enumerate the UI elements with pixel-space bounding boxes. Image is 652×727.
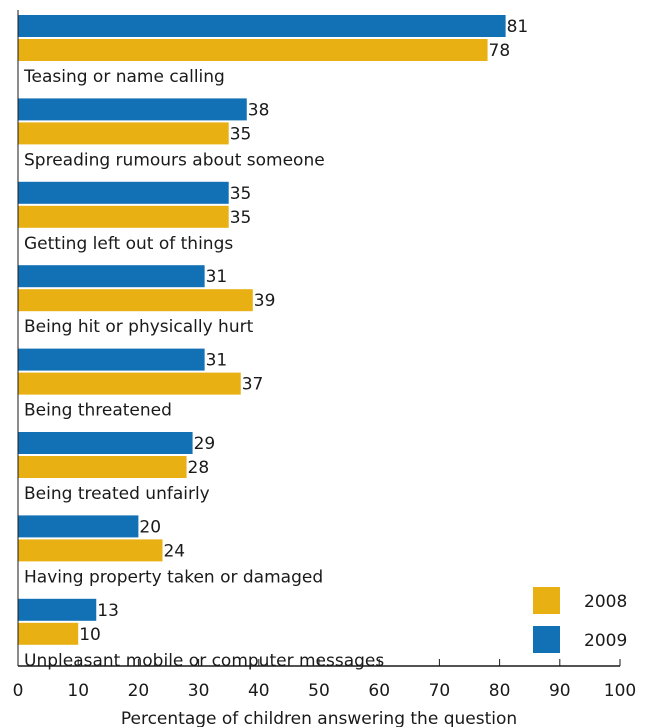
bar-2009-2 bbox=[18, 98, 247, 121]
data-label-2009-3: 35 bbox=[230, 184, 252, 204]
bar-2009-3 bbox=[18, 181, 229, 204]
bar-2009-8 bbox=[18, 598, 97, 621]
legend-label-2008: 2008 bbox=[584, 592, 627, 612]
category-label-7: Having property taken or damaged bbox=[24, 567, 323, 587]
x-tick-label-100: 100 bbox=[604, 681, 636, 701]
data-label-2008-6: 28 bbox=[188, 458, 210, 478]
x-tick-label-50: 50 bbox=[308, 681, 330, 701]
category-label-5: Being threatened bbox=[24, 401, 172, 421]
x-tick-label-10: 10 bbox=[67, 681, 89, 701]
bar-2008-8 bbox=[18, 622, 79, 645]
data-label-2009-2: 38 bbox=[248, 100, 270, 120]
category-label-4: Being hit or physically hurt bbox=[24, 317, 254, 337]
x-tick-label-60: 60 bbox=[368, 681, 390, 701]
data-label-2009-8: 13 bbox=[97, 601, 119, 621]
bar-2008-3 bbox=[18, 205, 229, 228]
data-label-2008-3: 35 bbox=[230, 208, 252, 228]
data-label-2008-7: 24 bbox=[163, 541, 185, 561]
bar-2009-7 bbox=[18, 515, 139, 538]
data-label-2008-1: 78 bbox=[489, 41, 511, 61]
data-label-2009-7: 20 bbox=[139, 517, 161, 537]
bar-2009-1 bbox=[18, 15, 506, 37]
bar-2008-4 bbox=[18, 289, 253, 312]
data-label-2009-1: 81 bbox=[507, 17, 529, 37]
x-tick-label-0: 0 bbox=[13, 681, 24, 701]
legend-swatch-2008 bbox=[533, 587, 560, 614]
x-tick-label-90: 90 bbox=[549, 681, 571, 701]
bar-2009-4 bbox=[18, 265, 205, 288]
x-tick-label-80: 80 bbox=[489, 681, 511, 701]
data-label-2009-6: 29 bbox=[194, 434, 216, 454]
legend-label-2009: 2009 bbox=[584, 631, 627, 651]
bar-2008-5 bbox=[18, 372, 241, 395]
category-label-2: Spreading rumours about someone bbox=[24, 150, 325, 170]
category-label-1: Teasing or name calling bbox=[23, 67, 225, 87]
category-label-3: Getting left out of things bbox=[24, 234, 233, 254]
bar-2008-1 bbox=[18, 39, 488, 61]
legend-swatch-2009 bbox=[533, 626, 560, 653]
labels-layer: 81 78 Teasing or name calling 38 35 Spreading… bbox=[23, 17, 528, 671]
bar-2009-6 bbox=[18, 432, 193, 454]
bars-layer bbox=[18, 15, 506, 645]
bar-2008-6 bbox=[18, 456, 187, 478]
data-label-2008-5: 37 bbox=[242, 375, 264, 395]
x-tick-label-40: 40 bbox=[248, 681, 270, 701]
x-axis-title: Percentage of children answering the que… bbox=[121, 709, 517, 727]
data-label-2008-2: 35 bbox=[230, 124, 252, 144]
bar-2008-2 bbox=[18, 122, 229, 145]
category-label-6: Being treated unfairly bbox=[24, 484, 210, 504]
legend: 2008 2009 bbox=[533, 587, 627, 653]
data-label-2008-4: 39 bbox=[254, 291, 276, 311]
x-axis: 0 10 20 30 40 50 60 70 80 90 100 bbox=[13, 10, 636, 701]
data-label-2009-5: 31 bbox=[206, 351, 228, 371]
x-tick-label-70: 70 bbox=[429, 681, 451, 701]
data-label-2009-4: 31 bbox=[206, 267, 228, 287]
bar-2009-5 bbox=[18, 348, 205, 371]
data-label-2008-8: 10 bbox=[79, 625, 101, 645]
x-tick-label-30: 30 bbox=[188, 681, 210, 701]
x-tick-label-20: 20 bbox=[128, 681, 150, 701]
bar-2008-7 bbox=[18, 539, 163, 562]
